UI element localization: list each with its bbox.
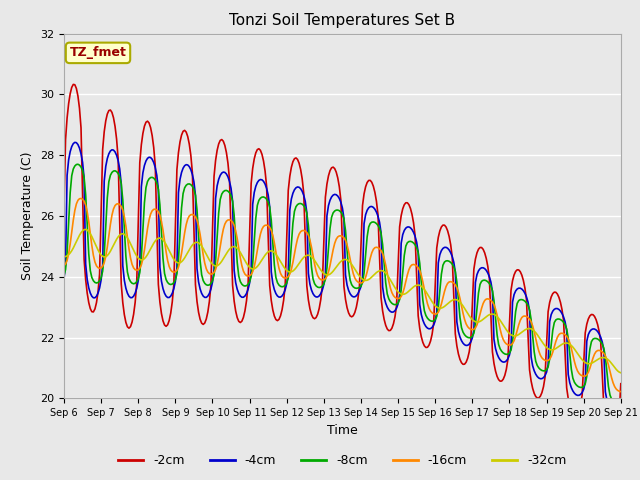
- -32cm: [60, 254, 68, 260]
- -16cm: [617, 389, 625, 395]
- -4cm: [550, 306, 558, 312]
- Title: Tonzi Soil Temperatures Set B: Tonzi Soil Temperatures Set B: [229, 13, 456, 28]
- X-axis label: Time: Time: [327, 424, 358, 437]
- -8cm: [74, 161, 82, 167]
- -16cm: [397, 294, 405, 300]
- -4cm: [60, 276, 68, 282]
- -2cm: [397, 213, 405, 218]
- -32cm: [617, 370, 625, 376]
- Line: -8cm: -8cm: [64, 164, 621, 404]
- -32cm: [379, 268, 387, 274]
- -4cm: [611, 409, 618, 415]
- -2cm: [410, 220, 417, 226]
- -32cm: [397, 291, 405, 297]
- -4cm: [617, 403, 625, 409]
- -4cm: [410, 229, 417, 235]
- -16cm: [76, 196, 83, 202]
- -2cm: [608, 429, 616, 434]
- -8cm: [165, 281, 173, 287]
- -2cm: [617, 381, 625, 386]
- -2cm: [69, 82, 77, 87]
- -2cm: [550, 289, 558, 295]
- -16cm: [550, 344, 558, 350]
- -32cm: [82, 227, 90, 232]
- -4cm: [71, 140, 79, 145]
- -4cm: [165, 295, 173, 300]
- -4cm: [379, 284, 387, 290]
- -16cm: [410, 262, 417, 267]
- -16cm: [60, 263, 68, 268]
- -4cm: [77, 151, 85, 156]
- -32cm: [165, 248, 173, 253]
- -16cm: [165, 264, 173, 269]
- -8cm: [410, 240, 417, 246]
- -8cm: [379, 241, 387, 247]
- -32cm: [76, 232, 83, 238]
- Line: -32cm: -32cm: [64, 229, 621, 373]
- -8cm: [617, 401, 625, 407]
- -2cm: [379, 308, 387, 314]
- Line: -16cm: -16cm: [64, 198, 621, 392]
- Y-axis label: Soil Temperature (C): Soil Temperature (C): [22, 152, 35, 280]
- -8cm: [397, 287, 405, 293]
- -16cm: [77, 195, 85, 201]
- -2cm: [60, 205, 68, 211]
- -8cm: [616, 401, 623, 407]
- Legend: -2cm, -4cm, -8cm, -16cm, -32cm: -2cm, -4cm, -8cm, -16cm, -32cm: [113, 449, 572, 472]
- -2cm: [77, 125, 85, 131]
- Line: -2cm: -2cm: [64, 84, 621, 432]
- -2cm: [165, 318, 173, 324]
- -8cm: [60, 273, 68, 278]
- -32cm: [410, 284, 417, 290]
- -32cm: [550, 347, 558, 352]
- -8cm: [77, 164, 85, 170]
- -16cm: [379, 251, 387, 256]
- -8cm: [550, 320, 558, 325]
- Text: TZ_fmet: TZ_fmet: [70, 47, 127, 60]
- Line: -4cm: -4cm: [64, 143, 621, 412]
- -4cm: [397, 240, 405, 246]
